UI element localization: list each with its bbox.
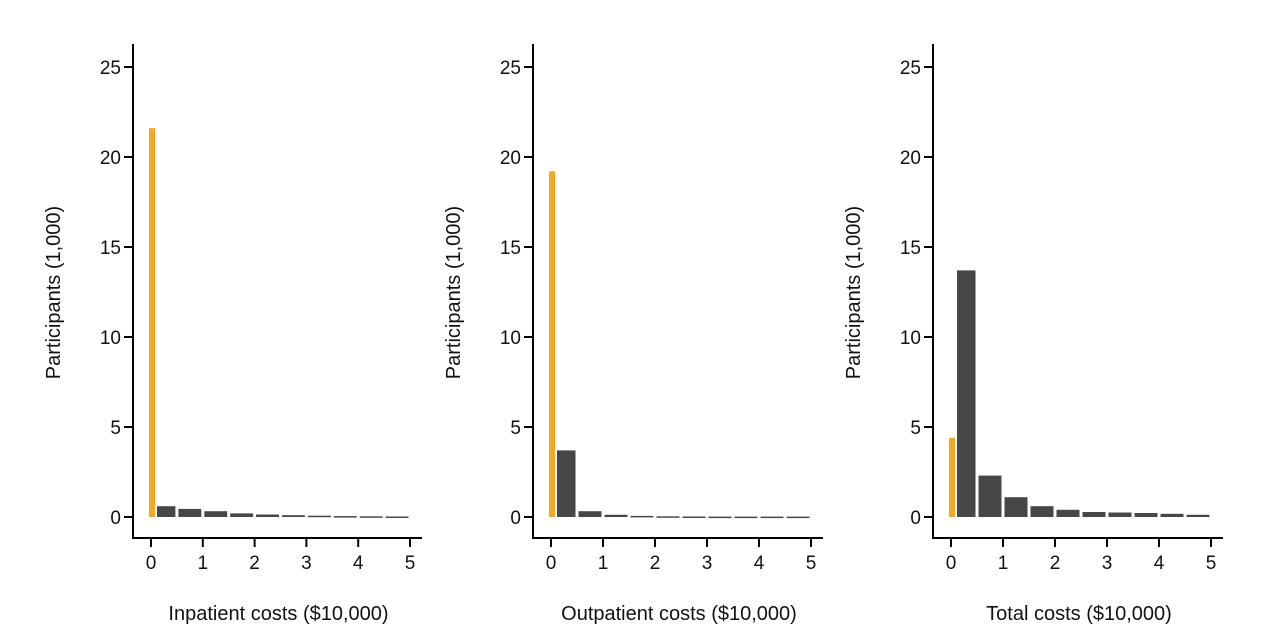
- cost-bin-bar: [682, 516, 706, 518]
- cost-bin-bar: [578, 511, 602, 517]
- y-axis-title: Participants (1,000): [843, 206, 865, 379]
- cost-bin-bar: [1134, 513, 1158, 517]
- y-tick-label: 15: [900, 238, 921, 259]
- x-tick-label: 0: [546, 553, 557, 574]
- x-tick-label: 0: [146, 553, 157, 574]
- cost-bin-bar: [178, 508, 202, 517]
- zero-cost-bar: [149, 128, 155, 517]
- cost-bin-bar: [708, 516, 732, 519]
- cost-bin-bar: [1082, 512, 1106, 517]
- cost-bin-bar: [1108, 512, 1132, 517]
- histogram-panel-2: 0 5 10 15 20 25 0 1 2 3 4 5 Outpatient costs ($10,00…: [443, 44, 823, 625]
- x-tick-label: 4: [1154, 553, 1165, 574]
- x-tick-label: 0: [946, 553, 957, 574]
- histogram-panel-1: 0 5 10 15 20 25 0 1 2 3 4 5 Inpatient costs ($10,000…: [43, 44, 422, 625]
- cost-bin-bar: [1030, 506, 1054, 517]
- x-tick-label: 4: [754, 553, 765, 574]
- y-tick-label: 25: [900, 58, 921, 79]
- x-axis-title: Inpatient costs ($10,000): [168, 603, 388, 625]
- zero-cost-bar: [549, 171, 555, 517]
- y-tick-label: 5: [510, 418, 521, 439]
- y-tick-label: 0: [110, 508, 121, 529]
- cost-bin-bar: [230, 513, 254, 517]
- y-tick-label: 20: [900, 148, 921, 169]
- y-tick-label: 10: [900, 328, 921, 349]
- y-tick-label: 5: [110, 418, 121, 439]
- y-tick-label: 20: [500, 148, 521, 169]
- cost-bin-bar: [256, 514, 279, 517]
- y-tick-label: 10: [500, 328, 521, 349]
- cost-bin-bar: [157, 506, 176, 517]
- y-axis-title: Participants (1,000): [43, 206, 65, 379]
- y-tick-label: 5: [910, 418, 921, 439]
- y-tick-label: 10: [100, 328, 121, 349]
- cost-bin-bar: [1056, 509, 1080, 517]
- cost-bin-bar: [630, 515, 654, 518]
- x-tick-label: 4: [353, 553, 364, 574]
- cost-bin-bar: [957, 270, 976, 517]
- y-tick-label: 25: [500, 58, 521, 79]
- cost-bin-bar: [359, 516, 383, 518]
- x-axis-title: Outpatient costs ($10,000): [561, 603, 797, 625]
- x-tick-label: 2: [1050, 553, 1061, 574]
- x-tick-label: 1: [998, 553, 1009, 574]
- cost-bin-bar: [307, 515, 331, 518]
- x-tick-label: 2: [650, 553, 661, 574]
- cost-bin-bar: [1186, 514, 1210, 517]
- cost-bin-bar: [282, 515, 305, 517]
- x-tick-label: 5: [405, 553, 416, 574]
- x-tick-label: 1: [598, 553, 609, 574]
- y-tick-label: 20: [100, 148, 121, 169]
- cost-bin-bar: [333, 516, 357, 518]
- y-tick-label: 15: [500, 238, 521, 259]
- x-tick-label: 3: [702, 553, 713, 574]
- cost-bin-bar: [1160, 513, 1184, 517]
- cost-bin-bar: [604, 514, 628, 517]
- cost-bin-bar: [204, 511, 228, 517]
- cost-bin-bar: [656, 516, 680, 518]
- cost-bin-bar: [557, 450, 576, 517]
- zero-cost-bar: [949, 437, 955, 517]
- x-tick-label: 1: [198, 553, 209, 574]
- y-tick-label: 0: [910, 508, 921, 529]
- y-tick-label: 15: [100, 238, 121, 259]
- y-tick-label: 0: [510, 508, 521, 529]
- cost-bin-bar: [978, 475, 1002, 517]
- x-tick-label: 3: [1102, 553, 1113, 574]
- cost-bin-bar: [385, 516, 409, 518]
- cost-bin-bar: [734, 516, 758, 519]
- histogram-panel-3: 0 5 10 15 20 25 0 1 2 3 4 5 Total costs ($10,000) Par…: [843, 44, 1223, 625]
- x-tick-label: 5: [806, 553, 817, 574]
- cost-bin-bar: [786, 516, 810, 519]
- x-tick-label: 2: [249, 553, 260, 574]
- y-axis-title: Participants (1,000): [443, 206, 465, 379]
- cost-bin-bar: [760, 516, 784, 519]
- cost-bin-bar: [1004, 497, 1028, 517]
- x-tick-label: 3: [301, 553, 312, 574]
- y-tick-label: 25: [100, 58, 121, 79]
- x-tick-label: 5: [1206, 553, 1217, 574]
- x-axis-title: Total costs ($10,000): [986, 603, 1172, 625]
